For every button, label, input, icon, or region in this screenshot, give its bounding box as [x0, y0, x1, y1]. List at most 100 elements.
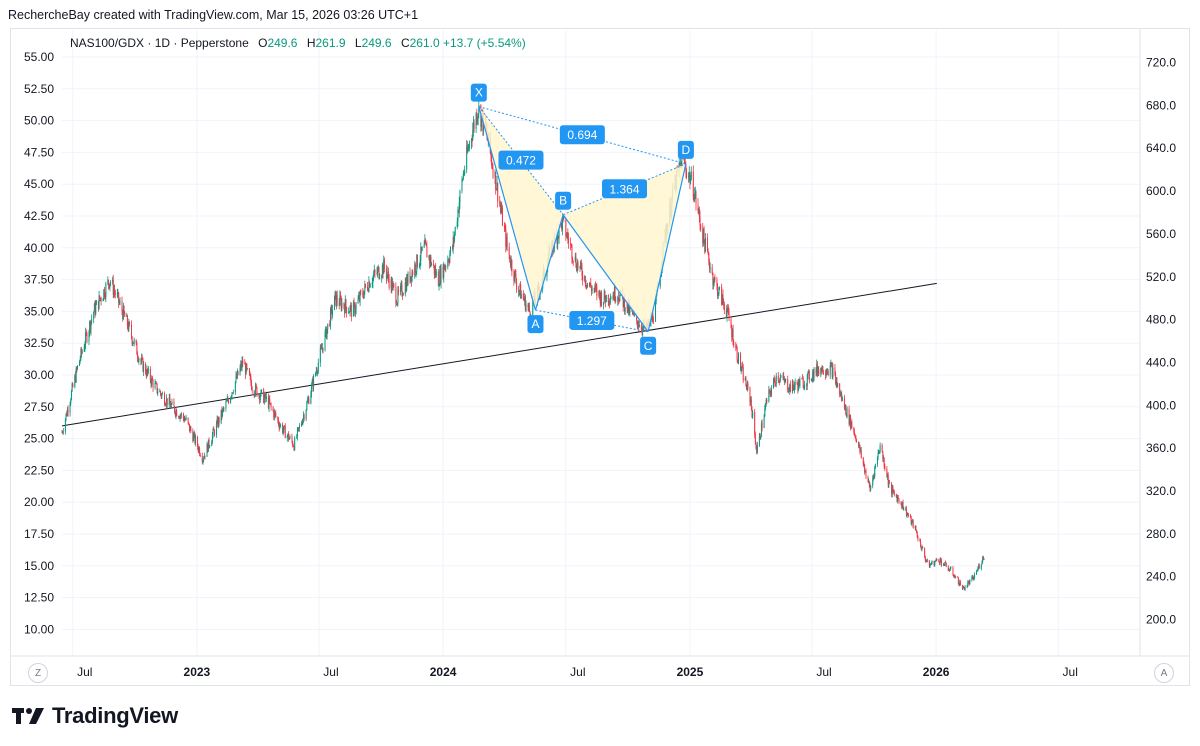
candle-body [868, 481, 870, 486]
candle-body [79, 360, 81, 366]
auto-scale-button[interactable]: A [1154, 663, 1174, 683]
candle-body [746, 383, 748, 390]
candle-body [747, 383, 749, 388]
candle-body [713, 277, 715, 284]
candle-body [373, 274, 375, 277]
candle-body [642, 326, 644, 332]
candle-body [85, 332, 87, 345]
zoom-button[interactable]: Z [28, 663, 48, 683]
candle-body [854, 435, 856, 437]
candle-body [967, 582, 969, 583]
candle-body [91, 319, 93, 322]
candle-body [817, 369, 819, 374]
candle-body [827, 371, 829, 376]
candle-body [142, 358, 144, 372]
candle-body [122, 306, 124, 320]
candle-body [311, 380, 313, 385]
candle-body [128, 321, 130, 325]
candle-body [499, 204, 501, 209]
candle-body [215, 422, 217, 435]
candle-body [300, 423, 302, 426]
candle-body [510, 262, 512, 267]
open-label: O [258, 36, 268, 50]
candle-body [319, 348, 321, 363]
candle-body [769, 389, 771, 394]
candle-body [856, 439, 858, 443]
candle-body [193, 433, 195, 435]
candle-body [93, 303, 95, 312]
candle-body [89, 321, 91, 332]
candle-body [425, 243, 427, 247]
candle-body [572, 258, 574, 261]
time-axis-tick: 2024 [430, 665, 457, 679]
candle-body [921, 546, 923, 550]
candle-body [405, 282, 407, 291]
left-axis-tick: 40.00 [24, 241, 54, 255]
candle-body [735, 345, 737, 348]
candle-body [127, 325, 129, 331]
candle-body [808, 371, 810, 381]
candle-body [509, 254, 511, 263]
candle-body [322, 347, 324, 351]
candle-body [626, 302, 628, 310]
candle-body [67, 409, 69, 413]
candle-body [273, 411, 275, 418]
candle-body [348, 312, 350, 313]
candle-body [496, 182, 498, 190]
candle-body [95, 304, 97, 315]
candle-body [168, 397, 170, 406]
candle-body [816, 363, 818, 374]
candle-body [326, 329, 328, 339]
pivot-label: X [475, 86, 483, 100]
candle-body [610, 298, 612, 300]
right-axis-tick: 400.0 [1146, 398, 1176, 412]
candle-body [613, 286, 615, 300]
candle-body [236, 375, 238, 379]
candle-body [969, 579, 971, 585]
candle-body [218, 417, 220, 423]
candle-body [315, 370, 317, 374]
candle-body [176, 410, 178, 417]
candle-body [157, 392, 159, 393]
candle-body [321, 347, 323, 350]
candle-body [843, 397, 845, 408]
candle-body [175, 410, 177, 416]
candle-body [603, 290, 605, 303]
candle-body [147, 368, 149, 373]
candle-body [893, 491, 895, 494]
candle-body [325, 327, 327, 333]
candles-layer [61, 97, 985, 591]
candle-body [116, 293, 118, 295]
candle-body [338, 302, 340, 306]
candle-body [702, 228, 704, 244]
candle-body [532, 300, 534, 316]
candle-body [362, 295, 364, 298]
candle-body [320, 347, 322, 349]
candle-body [845, 413, 847, 417]
candle-body [803, 387, 805, 389]
candle-body [789, 384, 791, 392]
candle-body [308, 398, 310, 404]
candle-body [916, 532, 918, 537]
candle-body [145, 373, 147, 377]
candle-body [900, 501, 902, 504]
candle-body [352, 302, 354, 317]
candle-body [688, 175, 690, 178]
candle-body [954, 576, 956, 578]
candle-body [143, 363, 145, 372]
candle-body [358, 296, 360, 302]
candle-body [325, 327, 327, 339]
candle-body [655, 301, 657, 322]
candle-body [237, 370, 239, 375]
candle-body [249, 368, 251, 376]
candle-body [273, 411, 275, 418]
candle-body [448, 261, 450, 263]
left-axis-tick: 47.50 [24, 145, 54, 159]
candle-body [213, 430, 215, 435]
candle-body [184, 419, 186, 422]
candle-body [957, 577, 959, 585]
candle-body [297, 427, 299, 429]
candle-body [930, 563, 932, 565]
candle-body [255, 384, 257, 395]
